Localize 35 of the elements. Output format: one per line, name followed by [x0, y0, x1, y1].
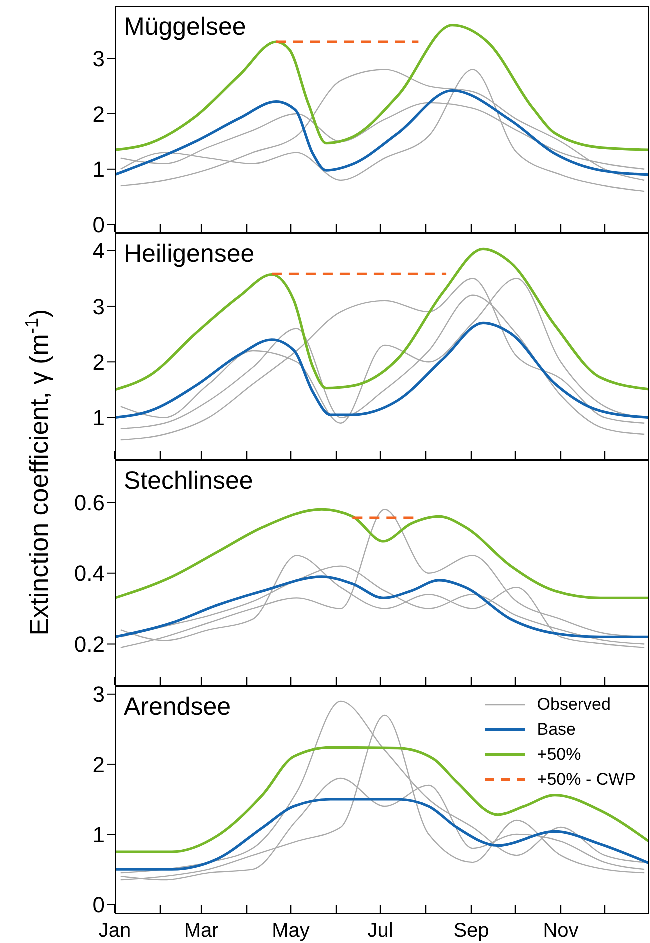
y-tick-label: 0 [92, 212, 105, 238]
x-tick-label: Jul [368, 920, 394, 942]
y-tick-label: 0.4 [74, 561, 105, 586]
x-tick-label: Sep [454, 920, 490, 942]
y-tick-label: 1 [92, 157, 105, 182]
x-tick-label: Jan [98, 920, 132, 942]
y-tick-label: 4 [92, 238, 105, 264]
line-series [115, 508, 649, 600]
line-series [115, 576, 649, 638]
line-series [115, 746, 649, 854]
y-tick-label: 1 [92, 822, 105, 848]
chart-title: Heiligensee [122, 239, 257, 269]
y-tick-label: 3 [92, 682, 105, 708]
y-tick-label: 0 [92, 892, 105, 918]
legend-label: Base [537, 719, 576, 741]
x-tick-label: Mar [184, 920, 220, 942]
line-series [115, 798, 649, 871]
chart-title: Müggelsee [122, 12, 248, 42]
text: +50% - CWP [537, 770, 636, 789]
legend-label: Observed [537, 694, 611, 716]
y-tick-label: 2 [92, 752, 105, 778]
x-tick-label: May [272, 920, 310, 942]
line-series [115, 89, 649, 176]
x-tick-label: Nov [543, 920, 579, 942]
y-tick-label: 2 [92, 350, 105, 375]
y-tick-label: 0.6 [74, 490, 105, 516]
y-tick-label: 2 [92, 102, 105, 127]
y-tick-label: 3 [92, 46, 105, 72]
chart-title: Arendsee [122, 692, 234, 722]
legend-label: +50% [537, 744, 582, 766]
chart-title: Stechlinsee [122, 466, 256, 496]
y-tick-label: 0.2 [74, 632, 105, 658]
y-tick-label: 3 [92, 294, 105, 320]
y-tick-label: 1 [92, 406, 105, 431]
line-series [115, 322, 649, 420]
